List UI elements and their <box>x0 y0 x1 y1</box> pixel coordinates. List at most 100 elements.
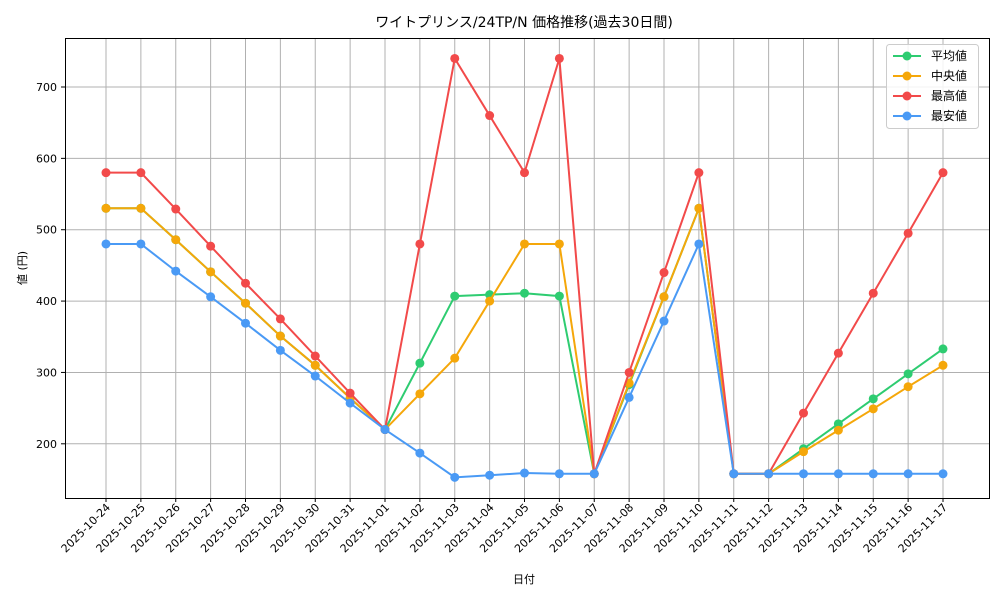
data-point <box>624 367 634 377</box>
data-point <box>206 267 216 277</box>
data-point <box>868 288 878 298</box>
data-point <box>554 53 564 63</box>
data-point <box>275 331 285 341</box>
data-point <box>275 314 285 324</box>
data-point <box>554 469 564 479</box>
data-point <box>694 168 704 178</box>
data-point <box>310 351 320 361</box>
data-point <box>903 382 913 392</box>
data-point <box>241 278 250 288</box>
data-point <box>450 291 460 301</box>
data-point <box>485 111 495 121</box>
y-tick-label: 700 <box>36 81 57 94</box>
data-point <box>450 53 460 63</box>
y-tick-label: 500 <box>36 224 57 237</box>
data-point <box>415 358 425 368</box>
legend-marker-icon <box>902 91 912 101</box>
legend-label: 中央値 <box>931 68 967 83</box>
legend-item: 最安値 <box>893 108 967 123</box>
data-point <box>520 168 529 178</box>
legend-item: 中央値 <box>893 68 967 83</box>
data-point <box>833 425 843 435</box>
data-point <box>833 348 843 358</box>
data-point <box>345 398 355 408</box>
data-point <box>938 469 948 479</box>
y-tick-label: 300 <box>36 366 57 379</box>
data-point <box>101 203 111 213</box>
data-point <box>136 239 146 249</box>
data-series <box>101 53 948 482</box>
data-point <box>938 360 948 370</box>
data-point <box>833 469 843 479</box>
data-point <box>903 228 913 238</box>
data-point <box>589 469 599 479</box>
data-point <box>729 469 739 479</box>
data-point <box>799 408 808 418</box>
data-point <box>450 353 460 363</box>
legend-label: 平均値 <box>931 48 967 63</box>
data-point <box>868 394 878 404</box>
data-point <box>241 298 250 308</box>
data-point <box>171 204 181 214</box>
data-point <box>415 389 425 399</box>
data-point <box>101 239 111 249</box>
data-point <box>241 318 250 328</box>
data-point <box>415 239 425 249</box>
data-point <box>485 470 495 480</box>
chart-title: ワイトプリンス/24TP/N 価格推移(過去30日間) <box>375 15 673 31</box>
data-point <box>659 292 669 302</box>
x-axis-ticks: 2025-10-242025-10-252025-10-262025-10-27… <box>59 498 950 555</box>
data-point <box>310 360 320 370</box>
y-tick-label: 400 <box>36 295 57 308</box>
legend-box <box>886 44 979 129</box>
data-point <box>450 472 460 482</box>
y-tick-label: 600 <box>36 152 57 165</box>
data-point <box>694 203 704 213</box>
data-point <box>903 469 913 479</box>
data-point <box>694 239 704 249</box>
y-tick-label: 200 <box>36 438 57 451</box>
data-point <box>136 203 146 213</box>
legend-marker-icon <box>902 111 912 121</box>
data-point <box>938 168 948 178</box>
data-point <box>799 469 808 479</box>
y-axis-ticks: 200 300 400 500 600 700 <box>36 81 65 451</box>
data-point <box>415 448 425 458</box>
y-axis-label: 値 (円) <box>16 251 29 285</box>
x-axis-label: 日付 <box>513 573 535 586</box>
data-point <box>380 425 390 435</box>
data-point <box>554 239 564 249</box>
data-point <box>868 469 878 479</box>
data-point <box>554 291 564 301</box>
data-point <box>206 241 216 251</box>
data-point <box>171 266 181 276</box>
data-point <box>345 388 355 398</box>
data-point <box>485 296 495 306</box>
data-point <box>171 235 181 245</box>
data-point <box>101 168 111 178</box>
legend-item: 最高値 <box>893 88 967 103</box>
legend-marker-icon <box>902 51 912 61</box>
data-point <box>520 288 529 298</box>
data-point <box>624 392 634 402</box>
data-point <box>206 292 216 302</box>
data-point <box>310 371 320 381</box>
data-point <box>275 345 285 355</box>
plot-frame <box>65 38 990 499</box>
data-point <box>868 404 878 414</box>
legend-item: 平均値 <box>893 48 967 63</box>
data-point <box>136 168 146 178</box>
legend-label: 最安値 <box>931 108 967 123</box>
data-point <box>833 419 843 429</box>
data-point <box>659 268 669 278</box>
data-point <box>520 239 529 249</box>
data-point <box>764 469 774 479</box>
legend-label: 最高値 <box>931 88 967 103</box>
data-point <box>520 468 529 478</box>
grid-lines <box>65 38 990 498</box>
data-point <box>659 316 669 326</box>
data-point <box>903 369 913 379</box>
data-point <box>938 344 948 354</box>
